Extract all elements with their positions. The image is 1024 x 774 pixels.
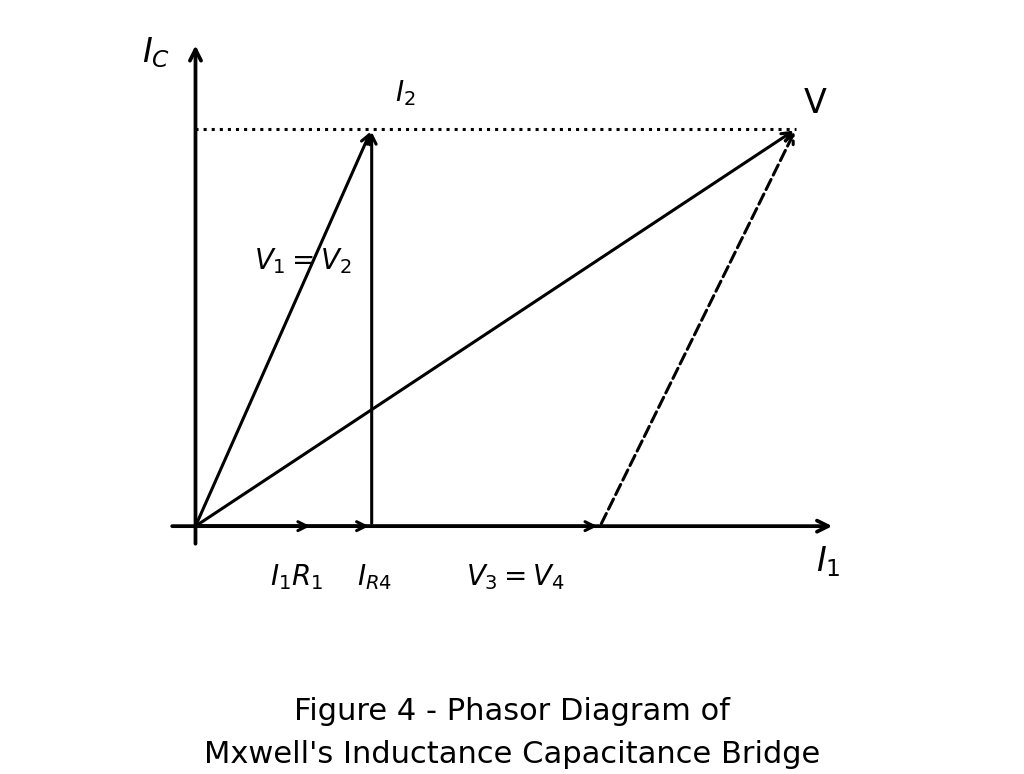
Text: $V_1 = V_2$: $V_1 = V_2$	[254, 247, 352, 276]
Text: $V_3 = V_4$: $V_3 = V_4$	[466, 562, 564, 592]
Text: V: V	[804, 87, 827, 120]
Text: $I_1$: $I_1$	[816, 544, 841, 579]
Text: Figure 4 - Phasor Diagram of
Mxwell's Inductance Capacitance Bridge: Figure 4 - Phasor Diagram of Mxwell's In…	[204, 697, 820, 769]
Text: $I_2$: $I_2$	[394, 79, 415, 108]
Text: $I_C$: $I_C$	[142, 36, 170, 70]
Text: $I_1R_1$: $I_1R_1$	[270, 562, 324, 592]
Text: $I_{R4}$: $I_{R4}$	[357, 562, 392, 592]
